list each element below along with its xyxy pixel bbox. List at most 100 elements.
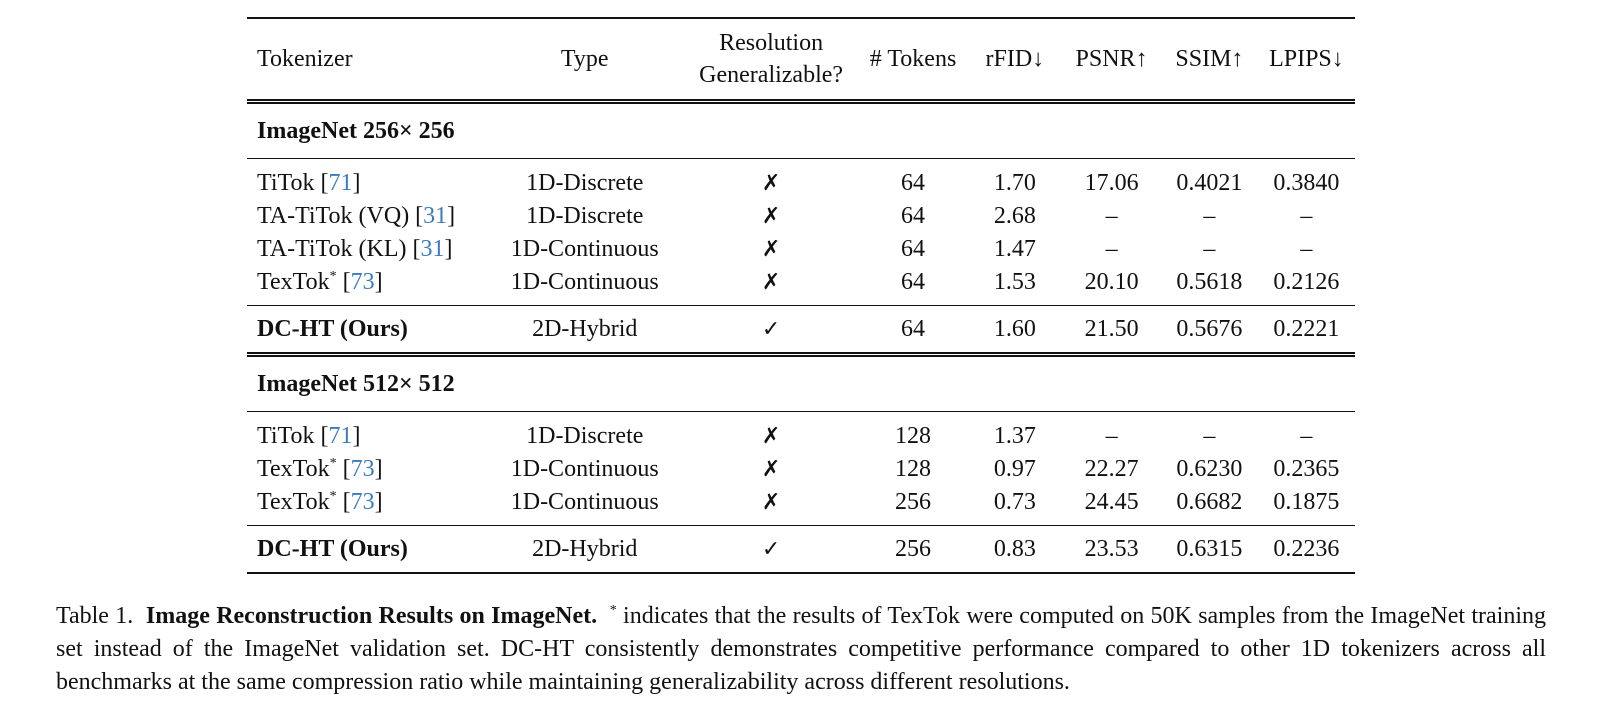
ssim-cell: 0.5618 bbox=[1176, 269, 1243, 295]
lpips-cell: – bbox=[1300, 423, 1313, 449]
header-rfid: rFID↓ bbox=[985, 46, 1045, 72]
psnr-cell: – bbox=[1105, 203, 1118, 229]
ssim-cell: – bbox=[1203, 236, 1216, 262]
header-ssim: SSIM↑ bbox=[1175, 46, 1244, 72]
section-title: ImageNet 512× 512 bbox=[257, 370, 455, 397]
tokenizer-name: TexTok bbox=[257, 456, 330, 482]
lpips-cell: 0.2221 bbox=[1273, 315, 1340, 342]
table-row: TA-TiTok (KL) [31] 1D-Continuous ✗ 64 1.… bbox=[247, 233, 1355, 266]
header-tokens: # Tokens bbox=[869, 46, 957, 72]
ssim-cell: 0.6315 bbox=[1176, 535, 1243, 562]
rfid-cell: 1.60 bbox=[993, 315, 1036, 342]
caption-text: indicates that the results of TexTok wer… bbox=[56, 603, 1546, 695]
tokens-cell: 64 bbox=[901, 203, 926, 229]
tokenizer-cell: TiTok [71] bbox=[247, 412, 486, 454]
psnr-cell: – bbox=[1105, 423, 1118, 449]
cross-mark-icon: ✗ bbox=[761, 490, 781, 515]
check-mark-icon: ✓ bbox=[761, 316, 781, 342]
bracket-close: ] bbox=[352, 170, 361, 196]
tokenizer-cell: TexTok* [73] bbox=[257, 456, 383, 482]
tokens-cell: 64 bbox=[901, 269, 926, 295]
citation-link[interactable]: 73 bbox=[350, 489, 375, 515]
section-header-256: ImageNet 256× 256 bbox=[247, 102, 1355, 159]
tokenizer-name: TexTok bbox=[257, 489, 330, 515]
tokens-cell: 64 bbox=[901, 170, 926, 196]
tokens-cell: 64 bbox=[901, 315, 926, 342]
tokens-cell: 128 bbox=[895, 423, 932, 449]
tokenizer-name: TA-TiTok (VQ) [ bbox=[257, 203, 424, 229]
ssim-cell: 0.4021 bbox=[1176, 170, 1243, 196]
ssim-cell: 0.6230 bbox=[1176, 456, 1243, 482]
tokens-cell: 64 bbox=[901, 236, 926, 262]
cross-mark-icon: ✗ bbox=[761, 237, 781, 262]
cross-mark-icon: ✗ bbox=[761, 171, 781, 196]
rfid-cell: 1.37 bbox=[993, 423, 1036, 449]
psnr-cell: 21.50 bbox=[1084, 315, 1139, 342]
results-table: Tokenizer Type Resolution Generalizable? … bbox=[247, 17, 1355, 574]
cross-mark-icon: ✗ bbox=[761, 457, 781, 482]
tokenizer-name: TexTok bbox=[257, 269, 330, 295]
table-caption: Table 1. Image Reconstruction Results on… bbox=[56, 600, 1546, 699]
psnr-cell: 23.53 bbox=[1084, 535, 1139, 562]
table-row: TA-TiTok (VQ) [31] 1D-Discrete ✗ 64 2.68… bbox=[247, 200, 1355, 233]
bracket-close: ] bbox=[447, 203, 456, 229]
header-row: Tokenizer Type Resolution Generalizable? … bbox=[247, 18, 1355, 102]
citation-link[interactable]: 31 bbox=[420, 236, 445, 262]
ssim-cell: 0.5676 bbox=[1176, 315, 1243, 342]
bracket-close: ] bbox=[374, 269, 383, 295]
section-title: ImageNet 256× 256 bbox=[257, 117, 455, 144]
rfid-cell: 2.68 bbox=[993, 203, 1036, 229]
rfid-cell: 1.70 bbox=[993, 170, 1036, 196]
tokens-cell: 256 bbox=[895, 535, 932, 562]
header-resolution-line1: Resolution bbox=[719, 30, 824, 56]
tokens-cell: 256 bbox=[895, 489, 932, 515]
citation-link[interactable]: 71 bbox=[328, 423, 353, 449]
tokenizer-name: TiTok [ bbox=[257, 170, 329, 196]
caption-bold-title: Image Reconstruction Results on ImageNet… bbox=[145, 603, 598, 629]
bracket-close: ] bbox=[374, 489, 383, 515]
cross-mark-icon: ✗ bbox=[761, 270, 781, 295]
type-cell: 2D-Hybrid bbox=[532, 315, 638, 342]
type-cell: 1D-Continuous bbox=[510, 489, 659, 515]
tokens-cell: 128 bbox=[895, 456, 932, 482]
header-resolution: Resolution Generalizable? bbox=[684, 18, 859, 102]
section-header-512: ImageNet 512× 512 bbox=[247, 355, 1355, 412]
ours-row: DC-HT (Ours) 2D-Hybrid ✓ 64 1.60 21.50 0… bbox=[247, 306, 1355, 355]
asterisk-footnote: * bbox=[329, 269, 337, 284]
psnr-cell: 24.45 bbox=[1084, 489, 1139, 515]
citation-link[interactable]: 73 bbox=[350, 456, 375, 482]
ours-row: DC-HT (Ours) 2D-Hybrid ✓ 256 0.83 23.53 … bbox=[247, 526, 1355, 573]
psnr-cell: 20.10 bbox=[1084, 269, 1139, 295]
header-lpips: LPIPS↓ bbox=[1269, 46, 1344, 72]
cross-mark-icon: ✗ bbox=[761, 204, 781, 229]
citation-link[interactable]: 31 bbox=[423, 203, 448, 229]
tokenizer-cell: TexTok* [73] bbox=[257, 489, 383, 515]
lpips-cell: – bbox=[1300, 236, 1313, 262]
lpips-cell: 0.3840 bbox=[1273, 170, 1340, 196]
bracket-close: ] bbox=[444, 236, 453, 262]
header-psnr: PSNR↑ bbox=[1075, 46, 1148, 72]
header-resolution-line2: Generalizable? bbox=[699, 62, 844, 88]
citation-link[interactable]: 73 bbox=[350, 269, 375, 295]
table-row: TexTok* [73] 1D-Continuous ✗ 64 1.53 20.… bbox=[247, 266, 1355, 306]
tokenizer-name: TA-TiTok (KL) [ bbox=[257, 236, 421, 262]
type-cell: 1D-Discrete bbox=[526, 203, 644, 229]
ours-name: DC-HT (Ours) bbox=[257, 315, 408, 342]
lpips-cell: – bbox=[1300, 203, 1313, 229]
tokenizer-name: TiTok [ bbox=[257, 423, 329, 449]
rfid-cell: 1.53 bbox=[993, 269, 1036, 295]
type-cell: 2D-Hybrid bbox=[532, 535, 638, 562]
psnr-cell: 17.06 bbox=[1084, 170, 1139, 196]
lpips-cell: 0.1875 bbox=[1273, 489, 1340, 515]
lpips-cell: 0.2126 bbox=[1273, 269, 1340, 295]
table-row: TiTok [71] 1D-Discrete ✗ 128 1.37 – – – bbox=[247, 412, 1355, 454]
tokenizer-cell: TiTok [71] bbox=[247, 159, 486, 201]
citation-link[interactable]: 71 bbox=[328, 170, 353, 196]
cross-mark-icon: ✗ bbox=[761, 424, 781, 449]
type-cell: 1D-Continuous bbox=[510, 456, 659, 482]
table-row: TiTok [71] 1D-Discrete ✗ 64 1.70 17.06 0… bbox=[247, 159, 1355, 201]
ssim-cell: – bbox=[1203, 423, 1216, 449]
header-tokenizer: Tokenizer bbox=[257, 46, 353, 72]
type-cell: 1D-Continuous bbox=[510, 236, 659, 262]
header-type: Type bbox=[560, 46, 609, 72]
